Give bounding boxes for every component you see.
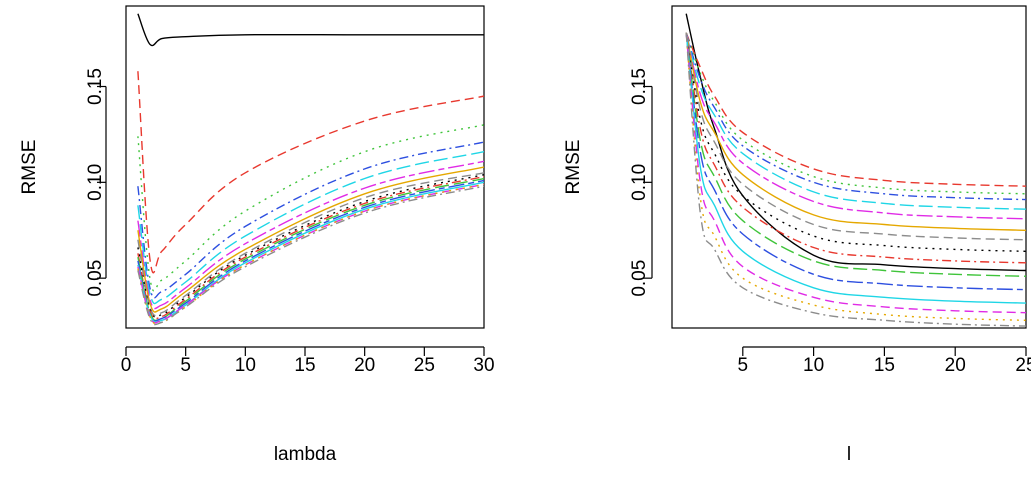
right-x-tick-label: 10	[803, 355, 824, 376]
left-series-line	[137, 151, 484, 305]
left-series-line	[137, 160, 484, 310]
right-series-line	[685, 32, 1026, 277]
left-series-line	[137, 71, 484, 274]
left-series-line	[137, 181, 484, 323]
right-y-tick-label: 0.05	[629, 260, 650, 297]
left-plot-frame	[125, 5, 485, 329]
left-series-line	[137, 183, 484, 325]
right-series-group	[685, 13, 1026, 327]
right-series-line	[685, 32, 1026, 220]
right-x-tick-label: 25	[1015, 355, 1031, 376]
left-panel: 0 5 10 15 20 25 30 0.05 0.10 0.15 lambda RMSE	[19, 5, 495, 465]
left-x-tick-label: 25	[414, 355, 435, 376]
right-y-axis-title: RMSE	[563, 140, 584, 195]
right-x-axis-title: l	[847, 444, 851, 465]
left-x-tick-label: 20	[354, 355, 375, 376]
right-x-tick-label: 15	[874, 355, 895, 376]
left-series-line	[137, 177, 484, 322]
right-y-tick-label: 0.10	[629, 164, 650, 201]
left-series-line	[137, 175, 484, 320]
left-y-tick-label: 0.10	[85, 164, 106, 201]
right-plot-frame	[671, 5, 1027, 329]
left-series-line	[137, 141, 484, 299]
left-y-tick-label: 0.15	[85, 68, 106, 105]
right-series-line	[685, 32, 1026, 327]
left-y-axis-title: RMSE	[19, 140, 40, 195]
right-series-line	[685, 32, 1026, 231]
left-series-line	[137, 179, 484, 322]
right-series-line	[685, 32, 1026, 201]
right-series-line	[685, 32, 1026, 210]
left-series-group	[137, 13, 484, 326]
left-x-tick-label: 0	[121, 355, 132, 376]
right-series-line	[685, 32, 1026, 291]
right-series-line	[685, 32, 1026, 321]
right-panel: 5 10 15 20 25 0.05 0.10 0.15 l RMSE	[563, 5, 1031, 465]
left-x-axis-title: lambda	[274, 444, 337, 465]
left-series-line	[137, 166, 484, 313]
right-series-line	[685, 32, 1026, 187]
left-series-line	[137, 172, 484, 317]
left-x-tick-label: 5	[180, 355, 191, 376]
right-x-tick-label: 5	[738, 355, 749, 376]
right-y-tick-label: 0.15	[629, 68, 650, 105]
left-x-tick-label: 10	[235, 355, 256, 376]
left-series-line	[137, 174, 484, 318]
right-series-line	[685, 32, 1026, 314]
right-series-line	[685, 32, 1026, 264]
left-series-line	[137, 183, 484, 324]
left-series-line	[137, 124, 484, 292]
left-x-tick-label: 15	[294, 355, 315, 376]
left-series-line	[137, 13, 484, 47]
right-series-line	[685, 32, 1026, 195]
right-series-line	[685, 32, 1026, 252]
right-series-line	[685, 32, 1026, 304]
right-series-line	[685, 32, 1026, 241]
left-series-line	[137, 185, 484, 326]
right-x-tick-label: 20	[945, 355, 966, 376]
left-y-tick-label: 0.05	[85, 260, 106, 297]
left-x-tick-label: 30	[473, 355, 494, 376]
